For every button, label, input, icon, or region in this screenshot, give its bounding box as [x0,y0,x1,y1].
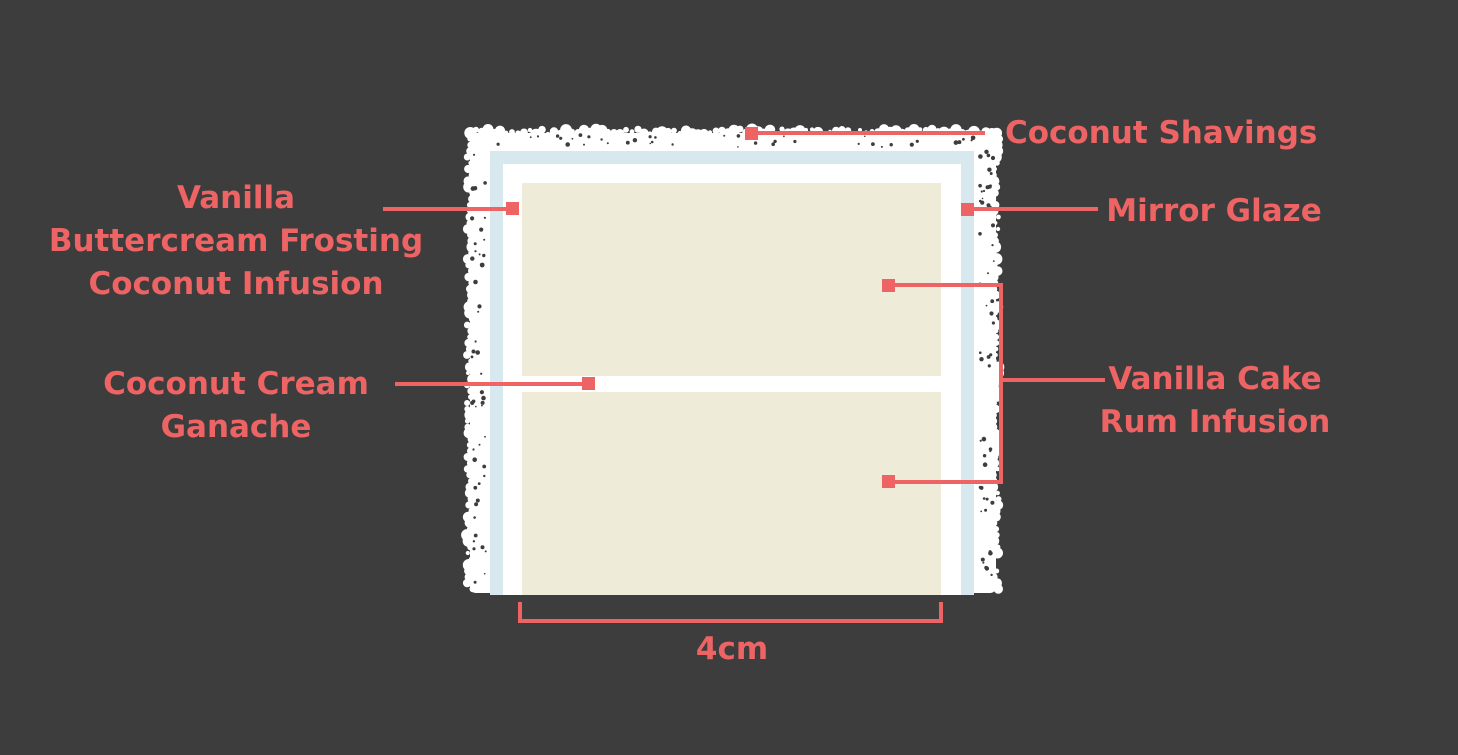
buttercream-frosting-callout: Vanilla Buttercream Frosting Coconut Inf… [49,180,519,302]
width-dimension-label: 4cm [696,631,768,667]
width-dimension: 4cm [518,602,943,667]
coconut-shavings-callout: Coconut Shavings [745,115,1317,151]
ganache-label-line-1: Coconut Cream [103,366,369,402]
frosting-label-line-3: Coconut Infusion [88,266,383,302]
vanilla-cake-layer-top [522,183,941,376]
frosting-label-line-2: Buttercream Frosting [49,223,423,259]
vanilla-cake-label-line-1: Vanilla Cake [1108,361,1321,397]
vanilla-cake-callout: Vanilla Cake Rum Infusion [882,279,1330,488]
ganache-label-line-2: Ganache [161,409,312,445]
frosting-label-line-1: Vanilla [177,180,295,216]
mirror-glaze-callout: Mirror Glaze [961,193,1322,229]
vanilla-cake-label-line-2: Rum Infusion [1100,404,1331,440]
coconut-shavings-label: Coconut Shavings [1005,115,1317,151]
ganache-callout: Coconut Cream Ganache [103,366,595,445]
vanilla-cake-layer-bottom [522,392,941,595]
mirror-glaze-label: Mirror Glaze [1106,193,1322,229]
